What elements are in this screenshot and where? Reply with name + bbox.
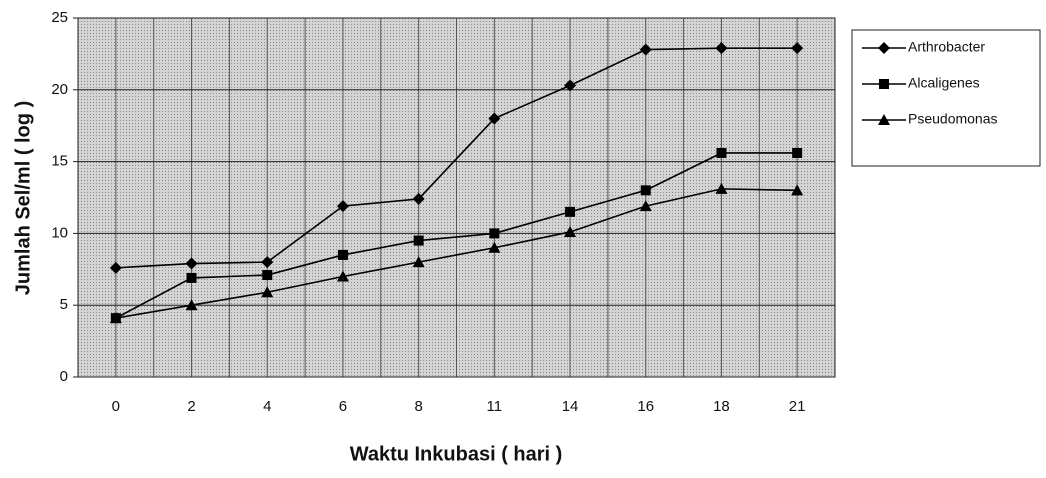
data-point [261,256,274,269]
data-point [639,43,652,56]
data-point [791,184,804,196]
y-tick-label: 25 [51,9,68,26]
y-tick-label: 20 [51,81,68,98]
data-point [262,270,273,281]
y-tick-label: 15 [51,153,68,170]
legend-marker [879,79,889,89]
data-point [336,270,349,282]
x-axis-title: Waktu Inkubasi ( hari ) [350,443,563,465]
legend-label: Alcaligenes [908,75,980,91]
data-point [412,192,425,205]
data-point [639,200,652,212]
data-point [186,272,197,283]
legend-label: Pseudomonas [908,111,998,127]
data-point [792,147,803,158]
x-tick-label: 11 [487,398,503,415]
y-tick-label: 10 [51,224,68,241]
x-tick-label: 6 [339,398,347,415]
data-point [336,200,349,213]
data-point [337,249,348,260]
x-tick-label: 18 [713,398,730,415]
data-point [564,225,577,237]
data-point [564,79,577,92]
x-tick-label: 4 [263,398,271,415]
data-point [261,286,274,298]
data-point [488,241,501,253]
y-tick-label: 0 [60,368,68,385]
x-tick-label: 8 [414,398,422,415]
data-point [413,235,424,246]
x-tick-label: 0 [112,398,120,415]
y-axis-title: Jumlah Sel/ml ( log ) [12,101,34,295]
data-point [565,206,576,217]
x-tick-label: 14 [562,398,579,415]
x-tick-label: 2 [187,398,195,415]
data-point [109,261,122,274]
data-point [715,42,728,55]
legend-marker [878,42,890,54]
data-point [488,112,501,125]
data-point [715,182,728,194]
x-tick-label: 16 [637,398,654,415]
data-point [185,257,198,270]
data-point [791,42,804,55]
series-line [115,152,798,319]
data-point [489,228,500,239]
data-point [412,256,425,268]
data-point [109,312,122,324]
data-point [716,147,727,158]
series-line [115,47,798,269]
x-tick-label: 21 [789,398,806,415]
data-point [185,299,198,311]
legend-marker [878,114,890,125]
data-point [640,185,651,196]
series-line [115,188,798,319]
legend-label: Arthrobacter [908,39,985,55]
y-tick-label: 5 [60,296,68,313]
